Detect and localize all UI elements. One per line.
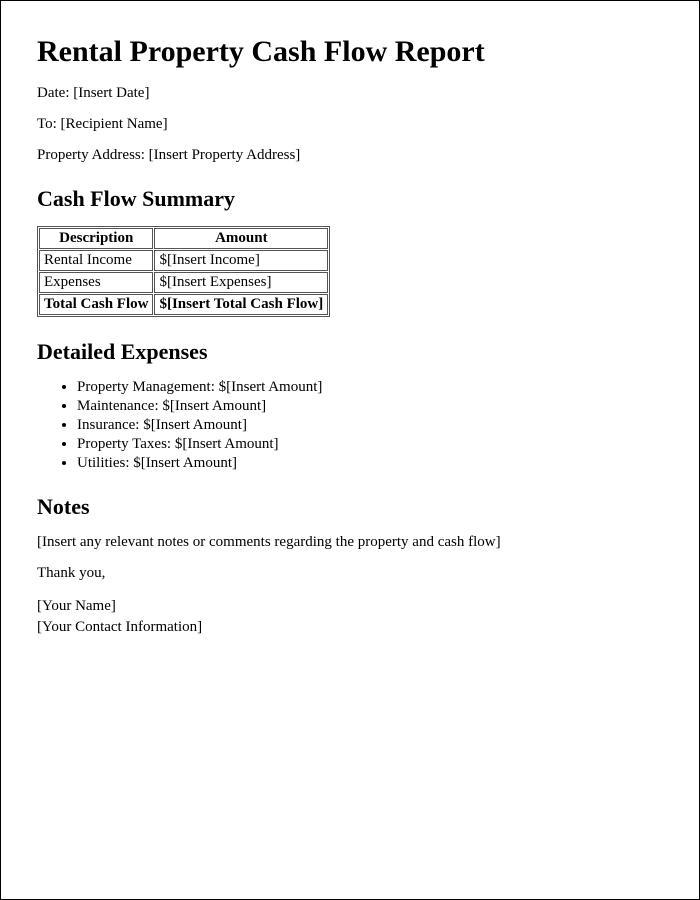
cell-desc-total: Total Cash Flow — [39, 294, 153, 315]
list-item: Utilities: $[Insert Amount] — [77, 455, 663, 472]
address-label: Property Address: — [37, 147, 145, 163]
closing-contact: [Your Contact Information] — [37, 617, 663, 638]
date-value: [Insert Date] — [73, 85, 149, 101]
to-line: To: [Recipient Name] — [37, 116, 663, 133]
cell-desc: Expenses — [39, 272, 153, 293]
address-line: Property Address: [Insert Property Addre… — [37, 147, 663, 164]
list-item: Property Taxes: $[Insert Amount] — [77, 436, 663, 453]
cell-desc: Rental Income — [39, 250, 153, 271]
col-description: Description — [39, 228, 153, 249]
table-row-total: Total Cash Flow $[Insert Total Cash Flow… — [39, 294, 328, 315]
summary-heading: Cash Flow Summary — [37, 186, 663, 212]
table-header-row: Description Amount — [39, 228, 328, 249]
cell-amount: $[Insert Income] — [154, 250, 328, 271]
closing-name: [Your Name] — [37, 596, 663, 617]
col-amount: Amount — [154, 228, 328, 249]
document-page: Rental Property Cash Flow Report Date: [… — [0, 0, 700, 900]
page-title: Rental Property Cash Flow Report — [37, 35, 663, 69]
list-item: Maintenance: $[Insert Amount] — [77, 398, 663, 415]
expenses-heading: Detailed Expenses — [37, 339, 663, 365]
cell-amount-total: $[Insert Total Cash Flow] — [154, 294, 328, 315]
list-item: Insurance: $[Insert Amount] — [77, 417, 663, 434]
table-row: Rental Income $[Insert Income] — [39, 250, 328, 271]
expenses-list: Property Management: $[Insert Amount] Ma… — [37, 379, 663, 472]
address-value: [Insert Property Address] — [149, 147, 301, 163]
list-item: Property Management: $[Insert Amount] — [77, 379, 663, 396]
date-label: Date: — [37, 85, 69, 101]
closing-thanks: Thank you, — [37, 565, 663, 582]
date-line: Date: [Insert Date] — [37, 85, 663, 102]
to-label: To: — [37, 116, 57, 132]
cell-amount: $[Insert Expenses] — [154, 272, 328, 293]
summary-table: Description Amount Rental Income $[Inser… — [37, 226, 330, 317]
to-value: [Recipient Name] — [61, 116, 168, 132]
table-row: Expenses $[Insert Expenses] — [39, 272, 328, 293]
notes-text: [Insert any relevant notes or comments r… — [37, 534, 663, 551]
notes-heading: Notes — [37, 494, 663, 520]
